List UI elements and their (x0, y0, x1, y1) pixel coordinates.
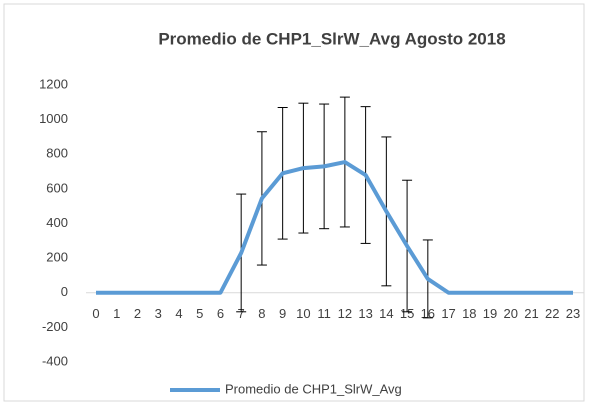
x-tick-label: 14 (379, 306, 393, 321)
y-tick-label: 1200 (39, 76, 68, 91)
x-tick-label: 20 (504, 306, 518, 321)
x-tick-label: 9 (279, 306, 286, 321)
x-tick-label: 19 (483, 306, 497, 321)
y-tick-label: -400 (42, 353, 68, 368)
x-tick-label: 10 (296, 306, 310, 321)
x-tick-label: 22 (545, 306, 559, 321)
x-tick-label: 2 (134, 306, 141, 321)
x-tick-label: 11 (317, 306, 331, 321)
y-tick-label: 800 (46, 146, 68, 161)
x-tick-label: 21 (524, 306, 538, 321)
legend-label: Promedio de CHP1_SlrW_Avg (225, 381, 402, 396)
y-tick-label: 0 (61, 284, 68, 299)
x-tick-label: 3 (155, 306, 162, 321)
chart-title: Promedio de CHP1_SlrW_Avg Agosto 2018 (158, 29, 505, 48)
data-line (96, 160, 573, 295)
chart-border (3, 3, 585, 402)
x-tick-label: 17 (441, 306, 455, 321)
x-tick-label: 5 (196, 306, 203, 321)
x-tick-label: 13 (358, 306, 372, 321)
y-tick-label: 1000 (39, 111, 68, 126)
x-tick-label: 8 (258, 306, 265, 321)
y-tick-label: 600 (46, 180, 68, 195)
x-tick-label: 15 (400, 306, 414, 321)
x-tick-label: 23 (566, 306, 580, 321)
y-tick-label: -200 (42, 319, 68, 334)
x-tick-label: 18 (462, 306, 476, 321)
x-tick-label: 12 (338, 306, 352, 321)
x-tick-label: 1 (113, 306, 120, 321)
x-tick-label: 7 (238, 306, 245, 321)
x-tick-label: 0 (92, 306, 99, 321)
y-tick-label: 200 (46, 250, 68, 265)
x-tick-label: 6 (217, 306, 224, 321)
y-tick-label: 400 (46, 215, 68, 230)
x-tick-label: 4 (175, 306, 182, 321)
